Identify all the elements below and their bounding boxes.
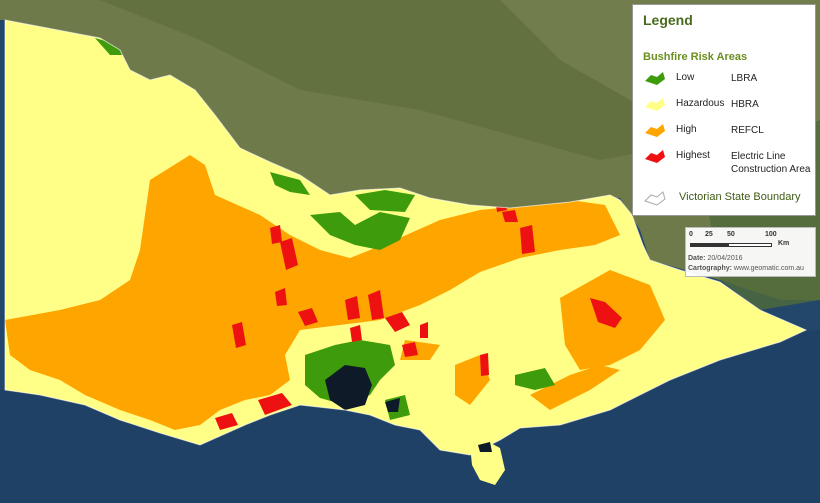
legend-item-label: Hazardous xyxy=(676,98,725,109)
legend-item-category: Electric Line Construction Area xyxy=(731,151,811,175)
high-risk-zone-southeast xyxy=(530,365,620,410)
legend-item-label: Highest xyxy=(676,150,710,161)
legend-item-category: LBRA xyxy=(731,73,758,84)
port-phillip-bay xyxy=(325,365,372,410)
scale-bar-panel: 0 25 50 100 Km Date: 20/04/2016 Cartogra… xyxy=(685,227,816,277)
legend-item-category: REFCL xyxy=(731,125,764,136)
scale-tick: 100 xyxy=(765,231,777,238)
map-legend: Legend Bushfire Risk Areas Low LBRA Haza… xyxy=(632,4,816,216)
legend-item-label: Low xyxy=(676,72,695,83)
legend-boundary-label: Victorian State Boundary xyxy=(679,191,801,203)
legend-item-high: High REFCL xyxy=(643,121,813,141)
state-boundary-swatch xyxy=(644,191,666,206)
cartography-value: www.geomatic.com.au xyxy=(733,265,804,272)
victorian-state-boundary xyxy=(4,19,808,456)
scale-bar-segment xyxy=(728,243,772,247)
cartography-label: Cartography: xyxy=(688,265,732,272)
map-date: Date: 20/04/2016 xyxy=(688,255,743,262)
scale-bar-segment xyxy=(690,243,728,247)
legend-item-category: HBRA xyxy=(731,99,759,110)
scale-tick: 0 xyxy=(689,231,693,238)
map-cartography: Cartography: www.geomatic.com.au xyxy=(688,265,804,272)
scale-unit: Km xyxy=(778,240,790,247)
date-value: 20/04/2016 xyxy=(707,255,743,262)
low-risk-zone-northeast xyxy=(310,212,410,250)
legend-subtitle: Bushfire Risk Areas xyxy=(643,51,748,63)
risk-low-swatch xyxy=(645,72,665,85)
date-label: Date: xyxy=(688,255,706,262)
risk-hazardous-swatch xyxy=(645,98,665,111)
legend-item-low: Low LBRA xyxy=(643,69,813,89)
risk-high-swatch xyxy=(645,124,665,137)
legend-title: Legend xyxy=(643,12,693,28)
scale-tick: 50 xyxy=(727,231,735,238)
legend-item-label: High xyxy=(676,124,697,135)
legend-item-highest: Highest Electric Line Construction Area xyxy=(643,147,813,181)
wilsons-promontory xyxy=(470,440,505,485)
scale-tick: 25 xyxy=(705,231,713,238)
legend-item-hazardous: Hazardous HBRA xyxy=(643,95,813,115)
legend-item-boundary: Victorian State Boundary xyxy=(643,189,813,211)
high-risk-zone-west xyxy=(5,155,620,430)
risk-highest-swatch xyxy=(645,150,665,163)
